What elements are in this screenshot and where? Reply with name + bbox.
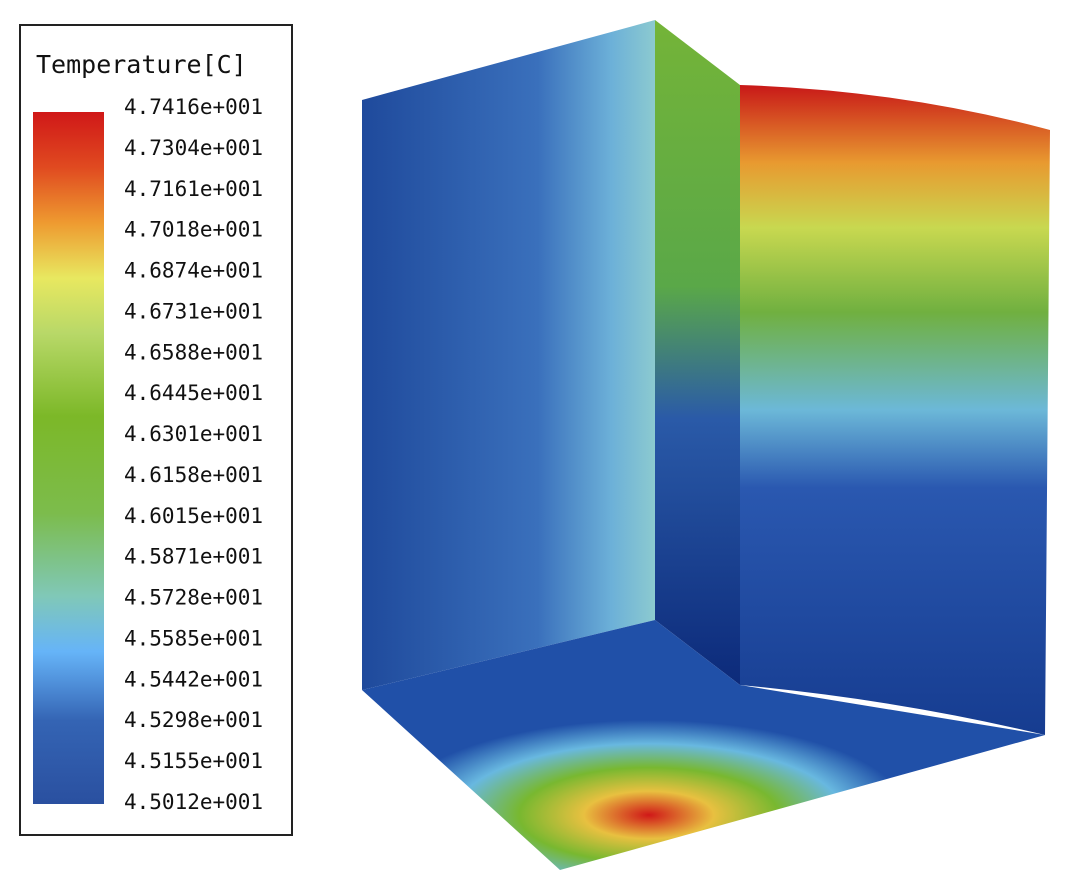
model-render [362,20,1050,870]
legend-label: 4.5442e+001 [124,667,263,691]
legend-label: 4.6015e+001 [124,504,263,528]
right-face [740,85,1050,735]
left-face [362,20,655,690]
legend-label: 4.5012e+001 [124,790,263,814]
legend-label: 4.5585e+001 [124,626,263,650]
legend-title: Temperature[C] [36,50,247,79]
legend-label: 4.7018e+001 [124,218,263,242]
legend-label: 4.7416e+001 [124,95,263,119]
legend-label: 4.6588e+001 [124,340,263,364]
bottom-face [362,620,1045,870]
legend-label: 4.6158e+001 [124,463,263,487]
color-bar [33,112,104,804]
legend-label: 4.5871e+001 [124,545,263,569]
legend-label: 4.6731e+001 [124,299,263,323]
legend-label: 4.6301e+001 [124,422,263,446]
legend-label: 4.5728e+001 [124,586,263,610]
legend-label: 4.6874e+001 [124,259,263,283]
legend-label: 4.7304e+001 [124,136,263,160]
legend-label: 4.5298e+001 [124,708,263,732]
legend-label: 4.5155e+001 [124,749,263,773]
legend: Temperature[C] 4.7416e+001 4.7304e+001 4.7… [19,24,293,836]
legend-label: 4.7161e+001 [124,177,263,201]
legend-label: 4.6445e+001 [124,381,263,405]
fin-face [655,20,740,685]
